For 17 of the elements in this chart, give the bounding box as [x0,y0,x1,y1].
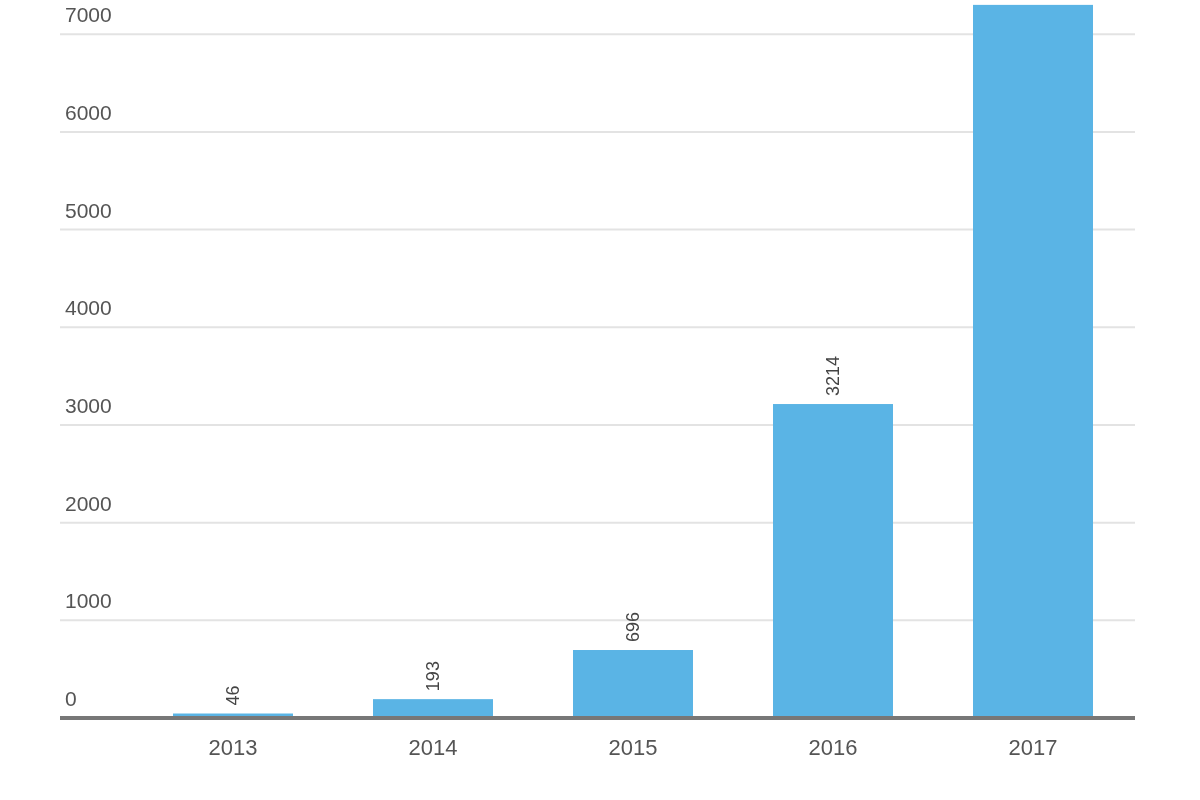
x-tick-label: 2013 [208,735,258,760]
y-tick-label: 4000 [65,296,112,320]
data-label: 3214 [823,355,843,397]
y-tick-label: 5000 [65,198,112,222]
y-tick-label: 7000 [65,3,112,27]
y-tick-label: 2000 [65,491,112,515]
x-tick-label: 2017 [1008,735,1058,760]
y-tick-label: 0 [65,687,77,710]
y-tick-label: 1000 [65,589,112,613]
x-tick-label: 2014 [408,735,458,760]
x-tick-label: 2016 [808,735,858,760]
x-tick-label: 2015 [608,735,658,760]
data-label: 696 [623,611,643,643]
y-tick-label: 6000 [65,100,112,124]
data-label: 46 [223,685,243,706]
data-label: 193 [423,661,443,692]
y-tick-label: 3000 [65,393,112,417]
